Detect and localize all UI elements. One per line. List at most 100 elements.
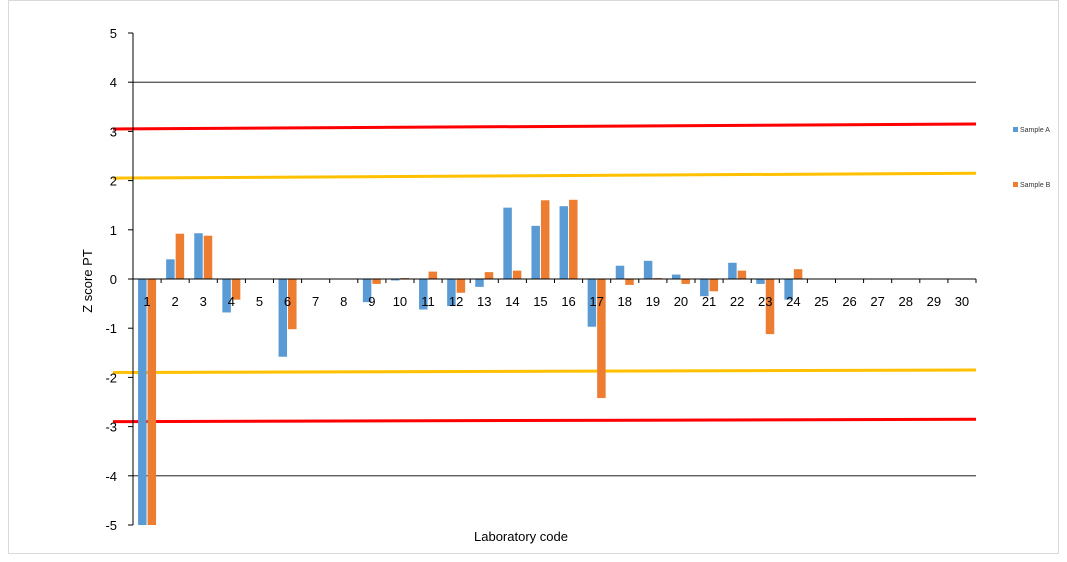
lower-action-limit-line (112, 417, 977, 424)
x-tick-label: 13 (477, 294, 491, 309)
upper-action-limit-line (112, 122, 977, 131)
bar-sample-b-14 (512, 270, 522, 279)
y-tick-label: -3 (105, 420, 117, 435)
x-tick-label: 28 (899, 294, 913, 309)
x-tick-label: 4 (228, 294, 235, 309)
x-tick-label: 17 (589, 294, 603, 309)
y-tick-label: 2 (110, 174, 117, 189)
bar-sample-b-12 (456, 279, 466, 293)
x-tick-label: 5 (256, 294, 263, 309)
legend-label: Sample A (1020, 127, 1050, 134)
bar-sample-b-1 (147, 279, 157, 525)
x-tick-label: 23 (758, 294, 772, 309)
bar-sample-b-15 (540, 200, 550, 279)
y-tick-label: -4 (105, 469, 117, 484)
bar-sample-a-17 (587, 279, 597, 327)
lower-warning-limit-line (112, 368, 977, 374)
x-tick-label: 18 (618, 294, 632, 309)
bar-sample-a-15 (531, 225, 540, 279)
bar-sample-a-11 (419, 279, 428, 310)
bar-sample-a-2 (166, 259, 175, 279)
x-tick-labels: 1 2 3 4 5 6 7 8 9 10 11 12 13 14 15 16 17 18 19 20 21 22 23 24 2… (143, 294, 969, 309)
legend-item: Sample A (1013, 127, 1050, 134)
x-tick-label: 25 (814, 294, 828, 309)
x-tick-label: 8 (340, 294, 347, 309)
bar-sample-b-13 (484, 272, 494, 279)
bar-sample-a-22 (728, 262, 737, 279)
x-tick-label: 3 (200, 294, 207, 309)
y-tick-label: 4 (110, 75, 117, 90)
limit-lines (112, 122, 977, 424)
x-tick-label: 9 (368, 294, 375, 309)
bar-sample-a-3 (194, 233, 203, 279)
bar-sample-b-2 (175, 233, 185, 279)
legend-swatch (1013, 127, 1018, 132)
bar-sample-a-16 (559, 206, 569, 279)
y-axis-title: Z score PT (80, 249, 95, 313)
y-tick-labels: 5 4 3 2 1 0 -1 -2 -3 -4 -5 (105, 26, 117, 533)
bar-sample-b-17 (597, 279, 606, 399)
bar-sample-b-18 (625, 279, 634, 285)
bar-sample-b-23 (765, 279, 775, 335)
y-tick-label: 5 (110, 26, 117, 41)
gridlines (133, 81, 976, 477)
x-tick-label: 14 (505, 294, 519, 309)
x-tick-label: 6 (284, 294, 291, 309)
x-tick-label: 22 (730, 294, 744, 309)
x-tick-label: 24 (786, 294, 800, 309)
x-tick-label: 15 (533, 294, 547, 309)
bar-sample-a-24 (784, 279, 793, 300)
bar-sample-a-10 (390, 279, 400, 281)
x-axis-title: Laboratory code (474, 529, 568, 544)
x-tick-label: 21 (702, 294, 716, 309)
y-tick-label: -2 (105, 370, 117, 385)
x-tick-label: 1 (143, 294, 150, 309)
x-tick-label: 7 (312, 294, 319, 309)
bar-sample-a-1 (138, 279, 147, 525)
bar-sample-b-11 (428, 271, 438, 279)
bar-sample-a-6 (278, 279, 288, 357)
bar-sample-a-18 (615, 265, 625, 279)
x-tick-label: 29 (927, 294, 941, 309)
y-tick-label: -5 (105, 518, 117, 533)
x-tick-label: 27 (870, 294, 884, 309)
bar-sample-a-4 (222, 279, 231, 313)
x-tick-label: 11 (421, 294, 435, 309)
bar-sample-b-9 (372, 279, 381, 284)
y-tick-label: 3 (110, 124, 117, 139)
bar-sample-a-12 (447, 279, 456, 307)
bar-sample-b-3 (203, 235, 213, 279)
legend-label: Sample B (1020, 182, 1051, 189)
bar-sample-b-21 (709, 279, 719, 292)
bar-sample-a-19 (643, 260, 653, 279)
x-tick-label: 2 (172, 294, 179, 309)
y-tick-label: 1 (110, 223, 117, 238)
x-tick-label: 26 (842, 294, 856, 309)
bars (138, 199, 803, 525)
bar-sample-b-22 (737, 270, 747, 279)
bar-sample-a-13 (475, 279, 484, 287)
bar-sample-a-9 (362, 279, 372, 303)
bar-sample-b-20 (681, 279, 690, 284)
x-tick-label: 20 (674, 294, 688, 309)
y-tick-label: -1 (105, 321, 117, 336)
bar-sample-a-14 (503, 207, 512, 279)
legend: Sample A Sample B (1013, 127, 1051, 189)
bar-sample-a-23 (756, 279, 765, 284)
bar-sample-a-21 (700, 279, 709, 297)
bar-sample-b-16 (569, 199, 578, 279)
axes (128, 32, 977, 526)
x-tick-label: 12 (449, 294, 463, 309)
upper-warning-limit-line (112, 171, 977, 180)
bar-sample-b-6 (288, 279, 297, 330)
bar-sample-a-20 (671, 274, 681, 279)
x-tick-label: 16 (561, 294, 575, 309)
legend-swatch (1013, 182, 1018, 187)
x-tick-label: 30 (955, 294, 969, 309)
x-tick-label: 10 (393, 294, 407, 309)
y-tick-label: 0 (110, 272, 117, 287)
bar-sample-b-4 (231, 279, 241, 300)
legend-item: Sample B (1013, 182, 1051, 189)
x-tick-label: 19 (646, 294, 660, 309)
